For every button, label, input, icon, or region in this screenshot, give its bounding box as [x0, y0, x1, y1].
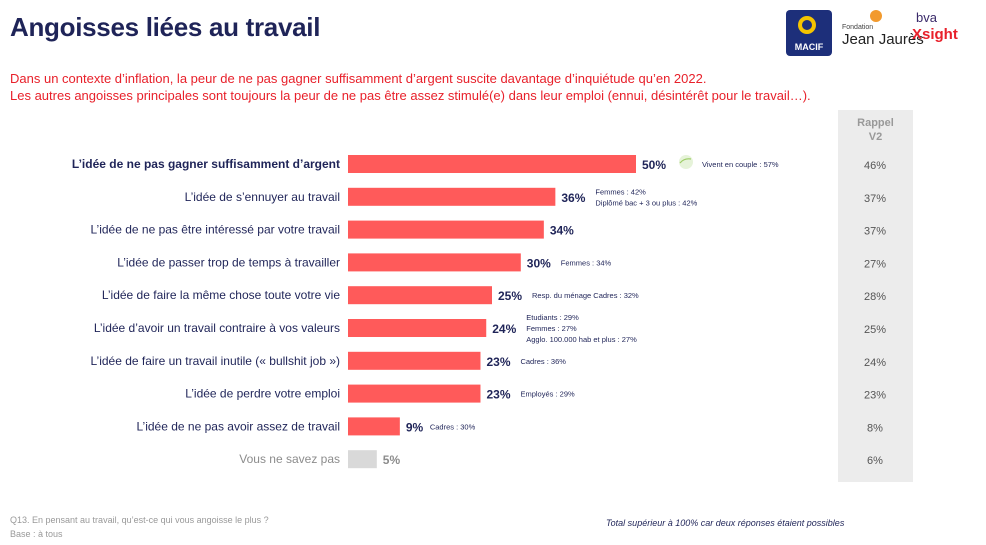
rappel-value: 46% — [864, 160, 886, 172]
annotation-text: Vivent en couple : 57% — [702, 160, 779, 169]
value-label: 9% — [406, 420, 424, 434]
rappel-header-line-2: V2 — [868, 131, 883, 143]
jean-jaures-dot-icon — [870, 10, 882, 22]
rappel-value: 8% — [867, 422, 883, 434]
rappel-value: 27% — [864, 258, 886, 270]
category-label: L’idée de faire la même chose toute votr… — [102, 288, 340, 302]
macif-ring-icon — [798, 16, 816, 34]
footer-question: Q13. En pensant au travail, qu’est-ce qu… — [10, 515, 269, 525]
rappel-value: 23% — [864, 390, 886, 402]
rappel-header: Rappel V2 — [838, 116, 913, 144]
category-label: L’idée de perdre votre emploi — [185, 387, 340, 401]
xsight-logo: Xsight — [912, 26, 958, 43]
jean-jaures-logo: Fondation Jean Jaurès — [842, 24, 924, 48]
partner-logos: MACIF Fondation Jean Jaurès bva Xsight — [786, 6, 976, 58]
page-title: Angoisses liées au travail — [10, 12, 321, 42]
value-label: 25% — [498, 289, 522, 303]
macif-logo: MACIF — [786, 10, 832, 56]
annotation-text: Diplômé bac + 3 ou plus : 42% — [595, 198, 697, 207]
value-label: 30% — [527, 256, 551, 270]
bar — [348, 253, 521, 272]
annotation-text: Femmes : 27% — [526, 324, 577, 333]
category-label: L’idée de ne pas être intéressé par votr… — [91, 223, 340, 237]
rappel-value: 25% — [864, 324, 886, 336]
category-label: L’idée de ne pas avoir assez de travail — [137, 419, 340, 433]
category-label: L’idée de faire un travail inutile (« bu… — [91, 354, 340, 368]
bar — [348, 384, 481, 403]
bva-logo: bva — [916, 10, 937, 25]
category-label: L’idée d’avoir un travail contraire à vo… — [94, 321, 340, 335]
bar — [348, 155, 636, 173]
subtitle-line-1: Dans un contexte d’inflation, la peur de… — [10, 71, 707, 86]
annotation-text: Resp. du ménage Cadres : 32% — [532, 291, 639, 300]
category-label: L’idée de passer trop de temps à travail… — [117, 255, 340, 269]
rappel-value: 6% — [867, 455, 883, 467]
value-label: 23% — [486, 388, 510, 402]
value-label: 50% — [642, 158, 666, 172]
rappel-header-line-1: Rappel — [857, 117, 894, 129]
annotation-text: Employés : 29% — [520, 390, 575, 399]
jean-jaures-logo-name: Jean Jaurès — [842, 31, 924, 48]
footer-note: Total supérieur à 100% car deux réponses… — [606, 518, 845, 528]
bar — [348, 286, 492, 305]
annotation-text: Cadres : 30% — [430, 422, 476, 431]
bar — [348, 319, 487, 337]
category-label: L’idée de s’ennuyer au travail — [185, 190, 340, 204]
rappel-value: 37% — [864, 193, 886, 205]
annotation-text: Femmes : 42% — [595, 187, 646, 196]
rappel-value: 28% — [864, 291, 886, 303]
annotation-text: Cadres : 36% — [520, 357, 566, 366]
value-label: 23% — [486, 355, 510, 369]
rappel-column — [838, 110, 913, 482]
value-label: 5% — [383, 453, 401, 467]
category-label: L’idée de ne pas gagner suffisamment d’a… — [72, 157, 340, 171]
rappel-value: 37% — [864, 226, 886, 238]
page-subtitle: Dans un contexte d’inflation, la peur de… — [10, 70, 910, 104]
macif-logo-label: MACIF — [794, 42, 824, 52]
rappel-value: 24% — [864, 357, 886, 369]
bar — [348, 187, 556, 206]
couple-icon-stroke — [679, 158, 692, 164]
jean-jaures-logo-small: Fondation — [842, 24, 874, 31]
value-label: 24% — [492, 322, 516, 336]
bar — [348, 351, 481, 370]
bar — [348, 417, 400, 436]
annotation-text: Etudiants : 29% — [526, 313, 579, 322]
subtitle-line-2: Les autres angoisses principales sont to… — [10, 88, 811, 103]
bar — [348, 450, 377, 469]
category-label: Vous ne savez pas — [239, 452, 340, 466]
value-label: 36% — [561, 191, 585, 205]
value-label: 34% — [550, 224, 574, 238]
annotation-text: Femmes : 34% — [561, 258, 612, 267]
bar — [348, 220, 544, 239]
footer-base: Base : à tous — [10, 529, 63, 539]
annotation-text: Agglo. 100.000 hab et plus : 27% — [526, 335, 637, 344]
